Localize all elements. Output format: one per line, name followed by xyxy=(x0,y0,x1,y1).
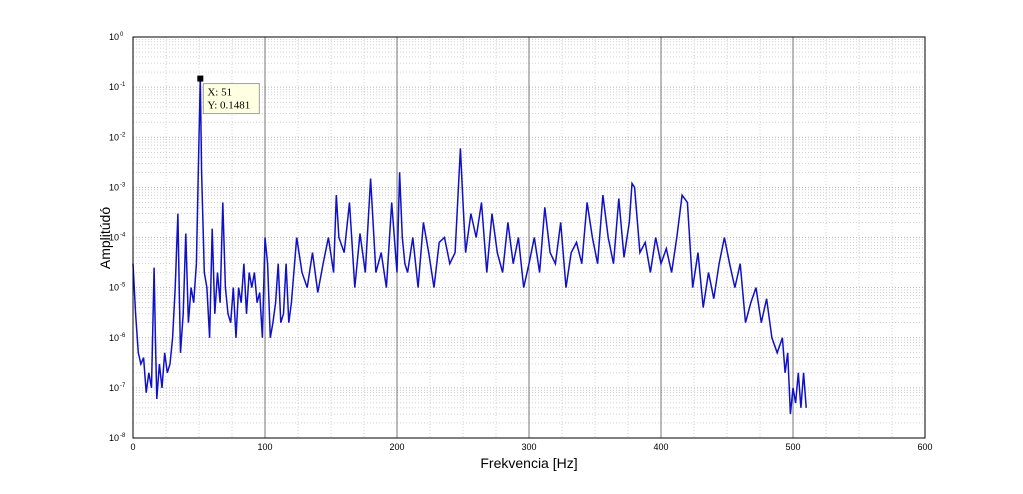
y-tick-exponent: -8 xyxy=(120,433,126,439)
datatip-marker[interactable] xyxy=(197,75,204,82)
x-tick-label: 300 xyxy=(521,442,536,452)
x-tick-label: 100 xyxy=(257,442,272,452)
y-tick-exponent: -1 xyxy=(120,82,126,88)
y-tick-exponent: -7 xyxy=(120,383,126,389)
y-tick-exponent: -4 xyxy=(120,233,126,239)
y-tick-label: 10 xyxy=(109,132,119,142)
x-tick-label: 500 xyxy=(785,442,800,452)
series-line xyxy=(132,78,807,415)
x-tick-label: 400 xyxy=(653,442,668,452)
y-tick-label: 10 xyxy=(109,383,119,393)
y-tick-label: 10 xyxy=(109,333,119,343)
y-axis-label: Amplitúdó xyxy=(97,207,113,269)
y-tick-exponent: -3 xyxy=(120,182,126,188)
y-tick-label: 10 xyxy=(109,182,119,192)
y-tick-label: 10 xyxy=(109,82,119,92)
datatip[interactable]: X: 51 Y: 0.1481 xyxy=(197,75,260,115)
x-tick-label: 0 xyxy=(130,442,135,452)
y-tick-exponent: -2 xyxy=(120,132,126,138)
y-tick-label: 10 xyxy=(109,283,119,293)
y-tick-exponent: -5 xyxy=(120,283,126,289)
x-axis-label: Frekvencia [Hz] xyxy=(480,455,577,471)
y-tick-label: 10 xyxy=(109,233,119,243)
y-tick-label: 10 xyxy=(109,433,119,443)
y-tick-exponent: 0 xyxy=(120,32,124,38)
datatip-y-label: Y: 0.1481 xyxy=(207,100,250,112)
datatip-x-label: X: 51 xyxy=(207,87,232,99)
x-tick-label: 600 xyxy=(917,442,932,452)
plot-frame xyxy=(132,36,926,439)
y-tick-exponent: -6 xyxy=(120,333,126,339)
y-tick-label: 10 xyxy=(109,32,119,42)
datatip-box xyxy=(202,83,260,115)
x-tick-label: 200 xyxy=(389,442,404,452)
x-tick-labels: 0 100 200 300 400 500 600 xyxy=(130,442,932,452)
